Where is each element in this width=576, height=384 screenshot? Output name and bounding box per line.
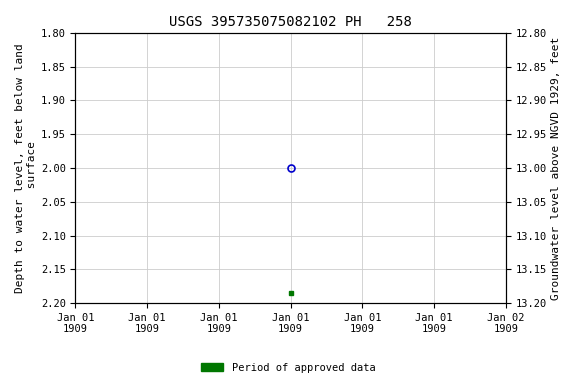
Legend: Period of approved data: Period of approved data xyxy=(196,359,380,377)
Title: USGS 395735075082102 PH   258: USGS 395735075082102 PH 258 xyxy=(169,15,412,29)
Y-axis label: Depth to water level, feet below land
 surface: Depth to water level, feet below land su… xyxy=(15,43,37,293)
Y-axis label: Groundwater level above NGVD 1929, feet: Groundwater level above NGVD 1929, feet xyxy=(551,36,561,300)
